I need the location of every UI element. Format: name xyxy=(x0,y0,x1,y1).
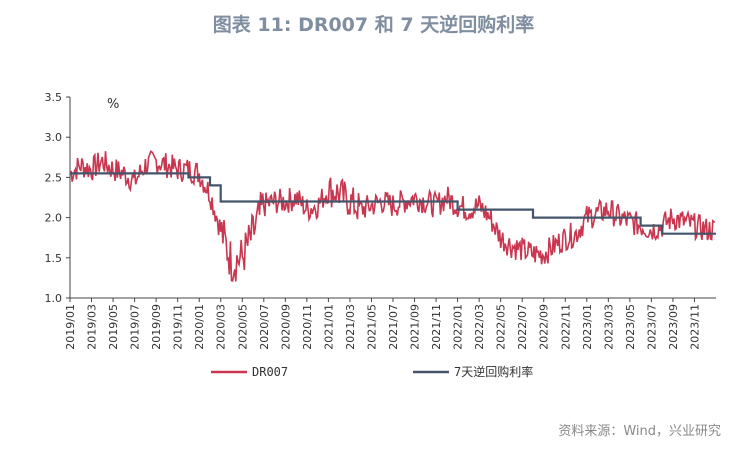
x-tick-label: 2020/03 xyxy=(215,304,228,350)
repo-step-line xyxy=(70,172,716,235)
x-tick-label: 2021/05 xyxy=(365,304,378,350)
y-unit-label: % xyxy=(107,97,119,112)
x-tick-label: 2022/11 xyxy=(559,304,572,350)
x-tick-label: 2022/09 xyxy=(538,304,551,350)
x-tick-label: 2021/09 xyxy=(409,304,422,350)
y-tick-label: 1.5 xyxy=(45,252,63,265)
x-tick-label: 2023/03 xyxy=(602,304,615,350)
x-tick-label: 2021/11 xyxy=(430,304,443,350)
x-tick-label: 2023/05 xyxy=(624,304,637,350)
x-tick-label: 2019/11 xyxy=(172,304,185,350)
x-tick-label: 2022/07 xyxy=(516,304,529,350)
x-tick-label: 2023/09 xyxy=(667,304,680,350)
x-tick-label: 2021/03 xyxy=(344,304,357,350)
x-tick-label: 2019/05 xyxy=(107,304,120,350)
dr007-line xyxy=(69,150,716,282)
x-tick-label: 2019/09 xyxy=(150,304,163,350)
x-tick-label: 2022/05 xyxy=(495,304,508,350)
legend: DR007 7天逆回购利率 xyxy=(211,364,533,379)
x-tick-label: 2020/05 xyxy=(236,304,249,350)
x-tick-label: 2021/07 xyxy=(387,304,400,350)
page-title: 图表 11: DR007 和 7 天逆回购利率 xyxy=(212,14,535,36)
source-note: 资料来源：Wind，兴业研究 xyxy=(558,424,721,439)
x-tick-label: 2020/01 xyxy=(193,304,206,350)
x-tick-label: 2023/07 xyxy=(645,304,658,350)
legend-label-repo: 7天逆回购利率 xyxy=(454,364,533,379)
x-tick-label: 2023/11 xyxy=(688,304,701,350)
x-tick-label: 2019/01 xyxy=(64,304,77,350)
x-tick-label: 2019/07 xyxy=(129,304,142,350)
repo-series xyxy=(70,172,716,235)
x-tick-label: 2022/03 xyxy=(473,304,486,350)
y-tick-label: 1.0 xyxy=(45,292,63,305)
x-tick-label: 2023/01 xyxy=(581,304,594,350)
x-tick-label: 2022/01 xyxy=(452,304,465,350)
y-tick-label: 3.5 xyxy=(45,91,63,104)
x-tick-label: 2019/03 xyxy=(86,304,99,350)
y-tick-label: 2.5 xyxy=(45,171,63,184)
x-tick-label: 2020/11 xyxy=(301,304,314,350)
y-tick-label: 2.0 xyxy=(45,212,63,225)
dr007-series xyxy=(69,150,716,282)
x-tick-label: 2020/07 xyxy=(258,304,271,350)
legend-label-dr007: DR007 xyxy=(252,365,288,379)
y-tick-label: 3.0 xyxy=(45,131,63,144)
x-tick-label: 2021/01 xyxy=(322,304,335,350)
x-tick-label: 2020/09 xyxy=(279,304,292,350)
